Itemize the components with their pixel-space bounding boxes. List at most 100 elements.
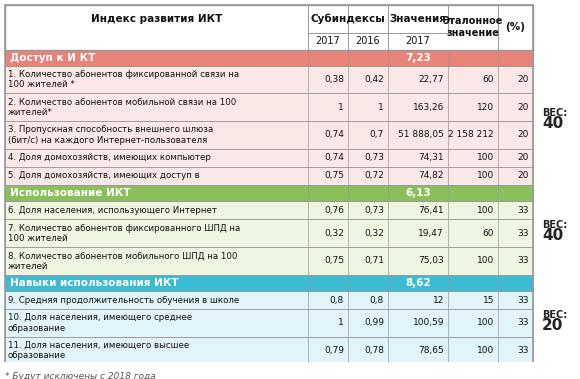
Text: 8. Количество абонентов мобильного ШПД на 100
жителей: 8. Количество абонентов мобильного ШПД н… [8, 251, 237, 271]
Text: 6,13: 6,13 [405, 188, 431, 198]
Text: 2017: 2017 [405, 36, 430, 47]
Text: 0,74: 0,74 [324, 153, 344, 162]
Text: 0,73: 0,73 [364, 206, 384, 215]
Text: 0,8: 0,8 [330, 296, 344, 304]
Bar [5, 33, 533, 50]
Text: 100: 100 [477, 318, 494, 327]
Text: * Будут исключены с 2018 года: * Будут исключены с 2018 года [5, 372, 156, 379]
Bar [5, 201, 533, 219]
Text: 2016: 2016 [356, 36, 380, 47]
Text: 0,75: 0,75 [324, 171, 344, 180]
Bar [5, 66, 533, 94]
Text: 3. Пропускная способность внешнего шлюза
(бит/с) на каждого Интернет-пользовател: 3. Пропускная способность внешнего шлюза… [8, 125, 213, 145]
Text: 0,75: 0,75 [324, 256, 344, 265]
Text: 0,32: 0,32 [324, 229, 344, 238]
Text: 100: 100 [477, 346, 494, 355]
Text: 1: 1 [378, 103, 384, 112]
Text: 6. Доля населения, использующего Интернет: 6. Доля населения, использующего Интерне… [8, 206, 217, 215]
Text: 74,31: 74,31 [418, 153, 444, 162]
Text: 20: 20 [517, 171, 529, 180]
Text: 51 888,05: 51 888,05 [398, 130, 444, 139]
Bar [5, 337, 533, 364]
Text: 0,76: 0,76 [324, 206, 344, 215]
Text: 0,71: 0,71 [364, 256, 384, 265]
Text: 8,62: 8,62 [405, 278, 431, 288]
Text: Использование ИКТ: Использование ИКТ [10, 188, 131, 198]
Text: 20: 20 [517, 75, 529, 84]
Text: 33: 33 [517, 206, 529, 215]
Text: 11. Доля населения, имеющего высшее
образование: 11. Доля населения, имеющего высшее обра… [8, 341, 189, 360]
Text: 163,26: 163,26 [412, 103, 444, 112]
Text: 1: 1 [338, 103, 344, 112]
Text: 0,79: 0,79 [324, 346, 344, 355]
Text: 120: 120 [477, 103, 494, 112]
Text: 20: 20 [517, 153, 529, 162]
Text: 60: 60 [483, 75, 494, 84]
Text: 7,23: 7,23 [405, 53, 431, 63]
Text: 33: 33 [517, 318, 529, 327]
Text: 0,42: 0,42 [364, 75, 384, 84]
Bar [5, 5, 533, 33]
Text: 0,7: 0,7 [370, 130, 384, 139]
Text: Субиндексы: Субиндексы [311, 14, 385, 24]
Text: 2 158 212: 2 158 212 [448, 130, 494, 139]
Bar [5, 275, 533, 291]
Text: 0,38: 0,38 [324, 75, 344, 84]
Text: 12: 12 [433, 296, 444, 304]
Text: 20: 20 [517, 103, 529, 112]
Bar [5, 50, 533, 66]
Text: 78,65: 78,65 [418, 346, 444, 355]
Text: 20: 20 [542, 318, 563, 333]
Text: 4. Доля домохозяйств, имеющих компьютер: 4. Доля домохозяйств, имеющих компьютер [8, 153, 211, 162]
Text: 40: 40 [542, 228, 563, 243]
Text: 15: 15 [483, 296, 494, 304]
Text: Навыки использования ИКТ: Навыки использования ИКТ [10, 278, 179, 288]
Bar [5, 167, 533, 185]
Bar [5, 185, 533, 201]
Bar [5, 291, 533, 309]
Text: 5. Доля домохозяйств, имеющих доступ в: 5. Доля домохозяйств, имеющих доступ в [8, 171, 200, 180]
Text: 0,74: 0,74 [324, 130, 344, 139]
Bar [5, 309, 533, 337]
Text: 0,73: 0,73 [364, 153, 384, 162]
Text: Индекс развития ИКТ: Индекс развития ИКТ [91, 14, 222, 24]
Bar [5, 149, 533, 167]
Text: ВЕС:: ВЕС: [542, 108, 567, 117]
Text: Эталонное
значение: Эталонное значение [443, 16, 503, 38]
Text: 40: 40 [542, 116, 563, 130]
Text: 0,72: 0,72 [364, 171, 384, 180]
Text: 1. Количество абонентов фиксированной связи на
100 жителей *: 1. Количество абонентов фиксированной св… [8, 70, 239, 89]
Text: (%): (%) [506, 22, 525, 32]
Text: 100: 100 [477, 153, 494, 162]
Text: 33: 33 [517, 229, 529, 238]
Text: 74,82: 74,82 [419, 171, 444, 180]
Text: 76,41: 76,41 [418, 206, 444, 215]
Text: 9. Средняя продолжительность обучения в школе: 9. Средняя продолжительность обучения в … [8, 296, 239, 304]
Text: 33: 33 [517, 296, 529, 304]
Text: Значения: Значения [390, 14, 447, 24]
Text: 33: 33 [517, 346, 529, 355]
Text: 7. Количество абонентов фиксированного ШПД на
100 жителей: 7. Количество абонентов фиксированного Ш… [8, 224, 240, 243]
Text: 100: 100 [477, 256, 494, 265]
Text: 60: 60 [483, 229, 494, 238]
Text: 100,59: 100,59 [412, 318, 444, 327]
Bar [5, 247, 533, 275]
Text: 0,8: 0,8 [370, 296, 384, 304]
Bar [5, 94, 533, 121]
Text: 22,77: 22,77 [419, 75, 444, 84]
Text: 19,47: 19,47 [418, 229, 444, 238]
Text: 33: 33 [517, 256, 529, 265]
Text: 100: 100 [477, 206, 494, 215]
Text: 20: 20 [517, 130, 529, 139]
Bar [5, 121, 533, 149]
Text: 75,03: 75,03 [418, 256, 444, 265]
Text: 0,78: 0,78 [364, 346, 384, 355]
Text: ВЕС:: ВЕС: [542, 310, 567, 320]
Text: 0,99: 0,99 [364, 318, 384, 327]
Text: 100: 100 [477, 171, 494, 180]
Bar [5, 219, 533, 247]
Text: 2017: 2017 [316, 36, 340, 47]
Text: 1: 1 [338, 318, 344, 327]
Text: 2. Количество абонентов мобильной связи на 100
жителей*: 2. Количество абонентов мобильной связи … [8, 98, 236, 117]
Text: Доступ к И КТ: Доступ к И КТ [10, 53, 95, 63]
